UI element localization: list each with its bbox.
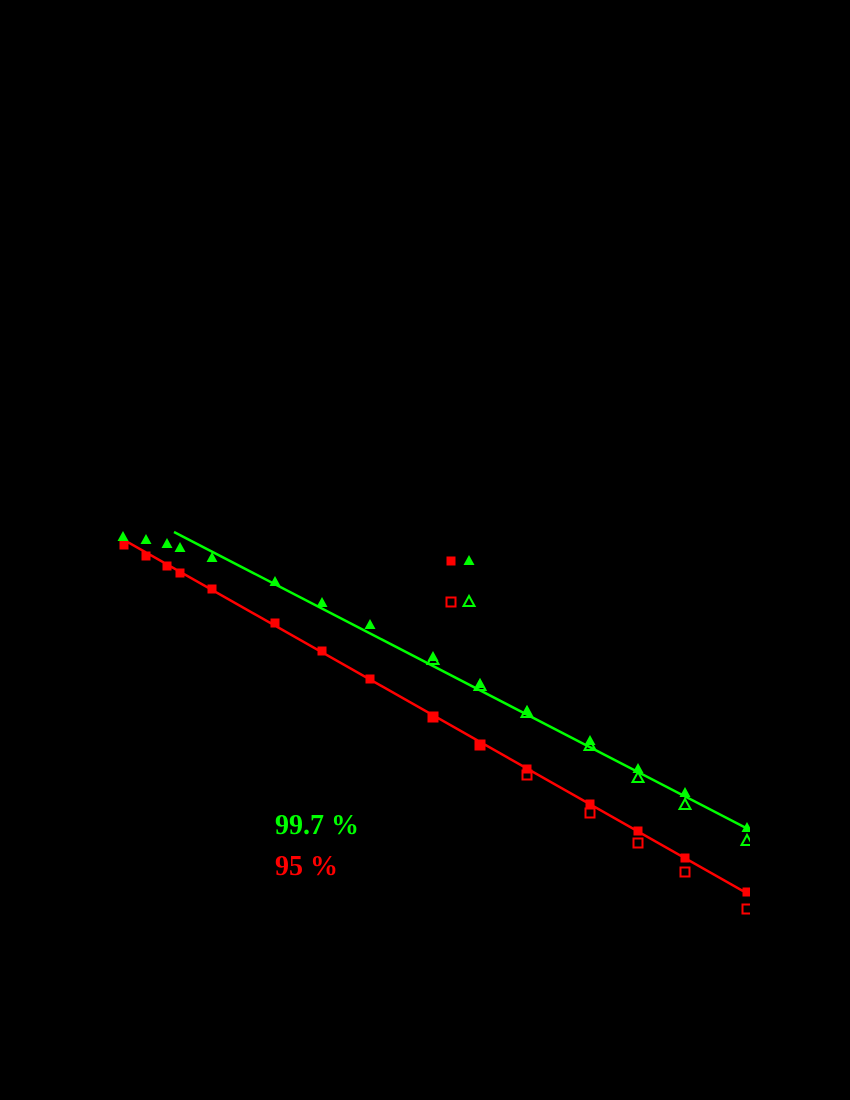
- square-filled-marker: [162, 561, 172, 571]
- triangle-filled-marker: [679, 787, 691, 797]
- square-filled-marker: [141, 551, 151, 561]
- triangle-filled-marker: [161, 538, 173, 548]
- square-filled-marker: [446, 556, 456, 566]
- square-filled-marker: [270, 618, 280, 628]
- square-open-marker: [741, 903, 750, 915]
- square-filled-marker: [475, 739, 485, 749]
- square-filled-marker: [317, 646, 327, 656]
- triangle-filled-marker: [316, 597, 328, 607]
- square-open-marker: [445, 596, 457, 608]
- square-filled-marker: [428, 711, 438, 721]
- square-open-marker: [632, 837, 644, 849]
- triangle-open-marker: [582, 737, 598, 751]
- triangle-filled-marker: [741, 822, 750, 832]
- triangle-filled-marker: [364, 619, 376, 629]
- square-open-marker: [584, 807, 596, 819]
- square-filled-marker: [633, 826, 643, 836]
- triangle-filled-marker: [269, 576, 281, 586]
- square-filled-marker: [207, 584, 217, 594]
- square-filled-marker: [175, 568, 185, 578]
- triangle-open-marker: [630, 769, 646, 783]
- triangle-filled-marker: [206, 552, 218, 562]
- triangle-filled-marker: [463, 555, 475, 565]
- square-filled-marker: [585, 799, 595, 809]
- triangle-open-marker: [677, 796, 693, 810]
- triangle-open-marker: [739, 832, 750, 846]
- triangle-filled-marker: [140, 534, 152, 544]
- triangle-filled-marker: [174, 542, 186, 552]
- square-filled-marker: [680, 853, 690, 863]
- square-filled-marker: [522, 764, 532, 774]
- annotation-99-7-percent: 99.7 %: [275, 810, 359, 841]
- square-open-marker: [474, 739, 486, 751]
- fit-line: [173, 530, 750, 832]
- triangle-open-marker: [425, 651, 441, 665]
- triangle-open-marker: [461, 593, 477, 607]
- plot-area: [117, 530, 750, 915]
- square-filled-marker: [119, 540, 129, 550]
- triangle-open-marker: [519, 704, 535, 718]
- square-filled-marker: [742, 887, 750, 897]
- triangle-filled-marker: [117, 531, 129, 541]
- triangle-filled-marker: [632, 763, 644, 773]
- square-open-marker: [679, 866, 691, 878]
- triangle-open-marker: [472, 677, 488, 691]
- square-open-marker: [427, 711, 439, 723]
- square-filled-marker: [365, 674, 375, 684]
- square-open-marker: [521, 769, 533, 781]
- annotation-95-percent: 95 %: [275, 851, 338, 882]
- legend: [445, 555, 477, 608]
